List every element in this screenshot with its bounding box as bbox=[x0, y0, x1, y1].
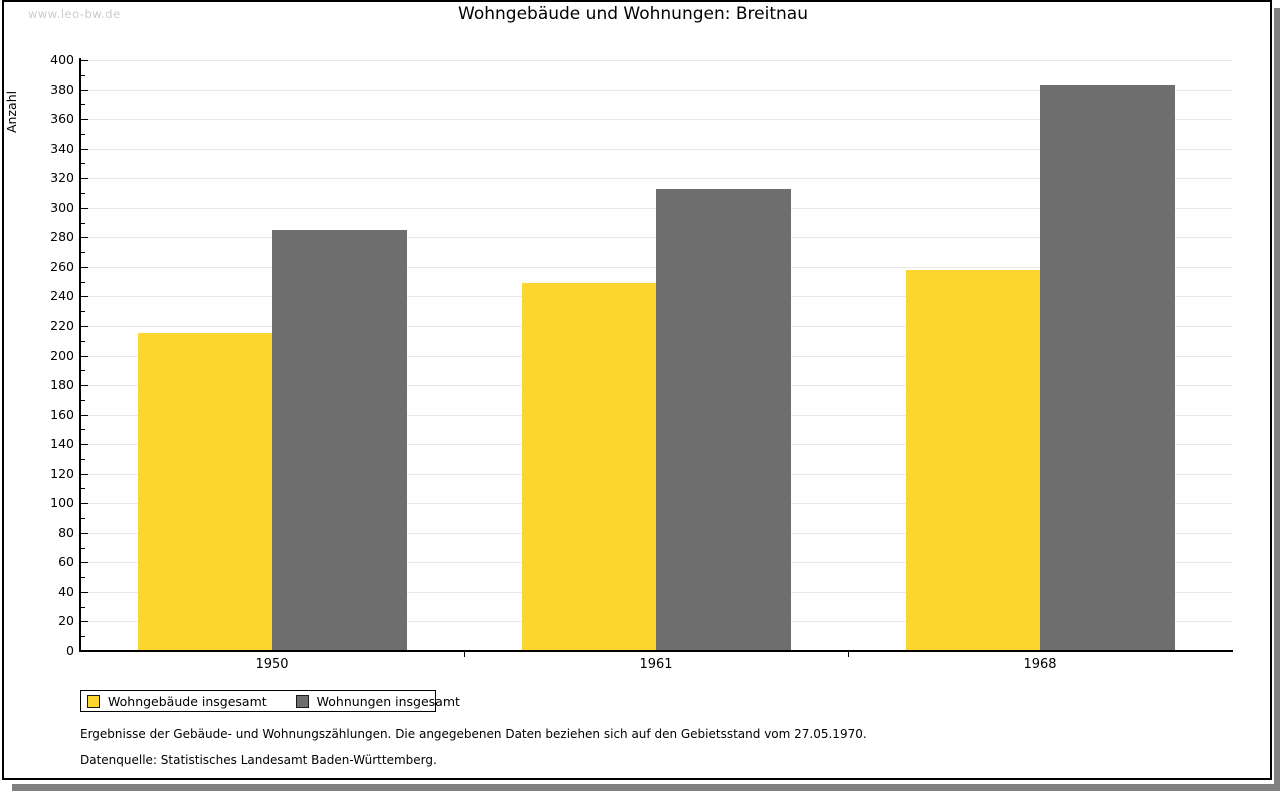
gridline bbox=[82, 60, 1232, 61]
y-tick-label: 320 bbox=[50, 170, 74, 185]
y-tick-minor bbox=[81, 252, 85, 253]
y-tick-major bbox=[81, 651, 88, 652]
y-tick-label: 20 bbox=[58, 613, 74, 628]
bar-wohnungen-1950 bbox=[272, 230, 407, 651]
x-tick-label-1950: 1950 bbox=[255, 657, 289, 672]
y-tick-label: 140 bbox=[50, 436, 74, 451]
y-tick-minor bbox=[81, 607, 85, 608]
y-tick-minor bbox=[81, 223, 85, 224]
y-tick-label: 100 bbox=[50, 495, 74, 510]
y-tick-major bbox=[81, 119, 88, 120]
legend-label-wohnungen: Wohnungen insgesamt bbox=[316, 693, 460, 709]
gridline bbox=[82, 178, 1232, 179]
y-tick-label: 280 bbox=[50, 229, 74, 244]
gridline bbox=[82, 149, 1232, 150]
footnote-census-note: Ergebnisse der Gebäude- und Wohnungszähl… bbox=[80, 727, 867, 741]
legend: Wohngebäude insgesamt Wohnungen insgesam… bbox=[80, 690, 460, 712]
x-tick-label-1968: 1968 bbox=[1023, 657, 1057, 672]
y-tick-major bbox=[81, 60, 88, 61]
bar-wohnungen-1961 bbox=[656, 189, 791, 651]
x-tick bbox=[848, 652, 849, 657]
y-tick-minor bbox=[81, 75, 85, 76]
y-tick-major bbox=[81, 385, 88, 386]
y-tick-major bbox=[81, 149, 88, 150]
y-tick-major bbox=[81, 503, 88, 504]
y-tick-major bbox=[81, 356, 88, 357]
y-tick-minor bbox=[81, 429, 85, 430]
legend-swatch-wohnungen bbox=[295, 694, 309, 708]
y-tick-major bbox=[81, 474, 88, 475]
y-tick-minor bbox=[81, 400, 85, 401]
drop-shadow-right bbox=[1274, 8, 1280, 791]
bar-wohngebaeude-1968 bbox=[906, 270, 1041, 651]
gridline bbox=[82, 119, 1232, 120]
legend-swatch-wohngebaeude bbox=[87, 694, 100, 708]
y-tick-minor bbox=[81, 370, 85, 371]
y-tick-label: 60 bbox=[58, 554, 74, 569]
y-tick-major bbox=[81, 90, 88, 91]
y-tick-label: 400 bbox=[50, 52, 74, 67]
y-tick-major bbox=[81, 562, 88, 563]
bar-wohnungen-1968 bbox=[1040, 85, 1175, 651]
y-tick-minor bbox=[81, 163, 85, 164]
y-tick-label: 180 bbox=[50, 377, 74, 392]
y-tick-label: 260 bbox=[50, 259, 74, 274]
chart-title: Wohngebäude und Wohnungen: Breitnau bbox=[458, 4, 808, 24]
x-tick-label-1961: 1961 bbox=[639, 657, 673, 672]
y-tick-label: 0 bbox=[66, 643, 74, 658]
y-tick-label: 240 bbox=[50, 288, 74, 303]
y-tick-major bbox=[81, 592, 88, 593]
y-tick-major bbox=[81, 533, 88, 534]
bar-wohngebaeude-1961 bbox=[522, 283, 657, 651]
y-tick-minor bbox=[81, 311, 85, 312]
y-tick-minor bbox=[81, 193, 85, 194]
y-tick-label: 300 bbox=[50, 200, 74, 215]
y-tick-major bbox=[81, 444, 88, 445]
y-tick-minor bbox=[81, 282, 85, 283]
legend-label-wohngebaeude: Wohngebäude insgesamt bbox=[108, 693, 267, 709]
y-tick-label: 200 bbox=[50, 348, 74, 363]
y-tick-label: 120 bbox=[50, 466, 74, 481]
y-tick-minor bbox=[81, 459, 85, 460]
y-tick-minor bbox=[81, 577, 85, 578]
y-axis-line bbox=[79, 58, 81, 652]
y-tick-major bbox=[81, 326, 88, 327]
y-tick-major bbox=[81, 178, 88, 179]
y-tick-label: 380 bbox=[50, 82, 74, 97]
y-tick-minor bbox=[81, 488, 85, 489]
y-tick-major bbox=[81, 296, 88, 297]
drop-shadow-bottom bbox=[12, 784, 1280, 791]
y-tick-label: 360 bbox=[50, 111, 74, 126]
y-tick-label: 220 bbox=[50, 318, 74, 333]
y-tick-major bbox=[81, 415, 88, 416]
y-tick-minor bbox=[81, 636, 85, 637]
footnote-data-source: Datenquelle: Statistisches Landesamt Bad… bbox=[80, 753, 437, 767]
x-axis-line bbox=[79, 650, 1233, 652]
y-tick-minor bbox=[81, 134, 85, 135]
x-tick bbox=[464, 652, 465, 657]
y-tick-minor bbox=[81, 341, 85, 342]
y-tick-minor bbox=[81, 104, 85, 105]
bar-wohngebaeude-1950 bbox=[138, 333, 273, 651]
y-tick-minor bbox=[81, 548, 85, 549]
y-tick-major bbox=[81, 621, 88, 622]
gridline bbox=[82, 90, 1232, 91]
y-tick-major bbox=[81, 208, 88, 209]
y-tick-minor bbox=[81, 518, 85, 519]
y-tick-major bbox=[81, 267, 88, 268]
y-tick-label: 340 bbox=[50, 141, 74, 156]
y-tick-major bbox=[81, 237, 88, 238]
y-tick-label: 80 bbox=[58, 525, 74, 540]
watermark-url: www.leo-bw.de bbox=[28, 7, 121, 21]
y-tick-label: 40 bbox=[58, 584, 74, 599]
y-tick-label: 160 bbox=[50, 407, 74, 422]
